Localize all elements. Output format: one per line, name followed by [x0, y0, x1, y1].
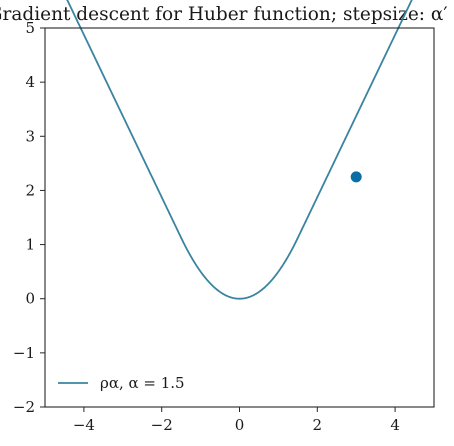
- y-tick-label: −1: [13, 344, 35, 362]
- y-tick-label: 5: [25, 19, 35, 37]
- y-tick-label: 0: [25, 290, 35, 308]
- y-tick-label: −2: [13, 398, 35, 416]
- iterate-point-0: [350, 171, 362, 183]
- x-tick-label: 4: [390, 416, 400, 434]
- plot-area: [66, 0, 413, 300]
- y-tick-label: 1: [25, 236, 35, 254]
- axes-frame: [44, 27, 435, 408]
- series-line-0: [66, 0, 413, 300]
- x-tick-label: 2: [313, 416, 323, 434]
- y-tick-label: 3: [25, 127, 35, 145]
- chart-title: Gradient descent for Huber function; ste…: [0, 4, 454, 25]
- y-tick-label: 2: [25, 181, 35, 199]
- legend-label: ρα, α = 1.5: [100, 374, 185, 392]
- y-tick-label: 4: [25, 73, 35, 91]
- x-tick-label: 0: [235, 416, 245, 434]
- y-axis: −2 −1 0 1 2 3 4 5: [13, 19, 45, 416]
- x-axis: −4 −2 0 2 4: [73, 407, 400, 434]
- x-tick-label: −2: [151, 416, 173, 434]
- legend: ρα, α = 1.5: [58, 374, 185, 392]
- x-tick-label: −4: [73, 416, 95, 434]
